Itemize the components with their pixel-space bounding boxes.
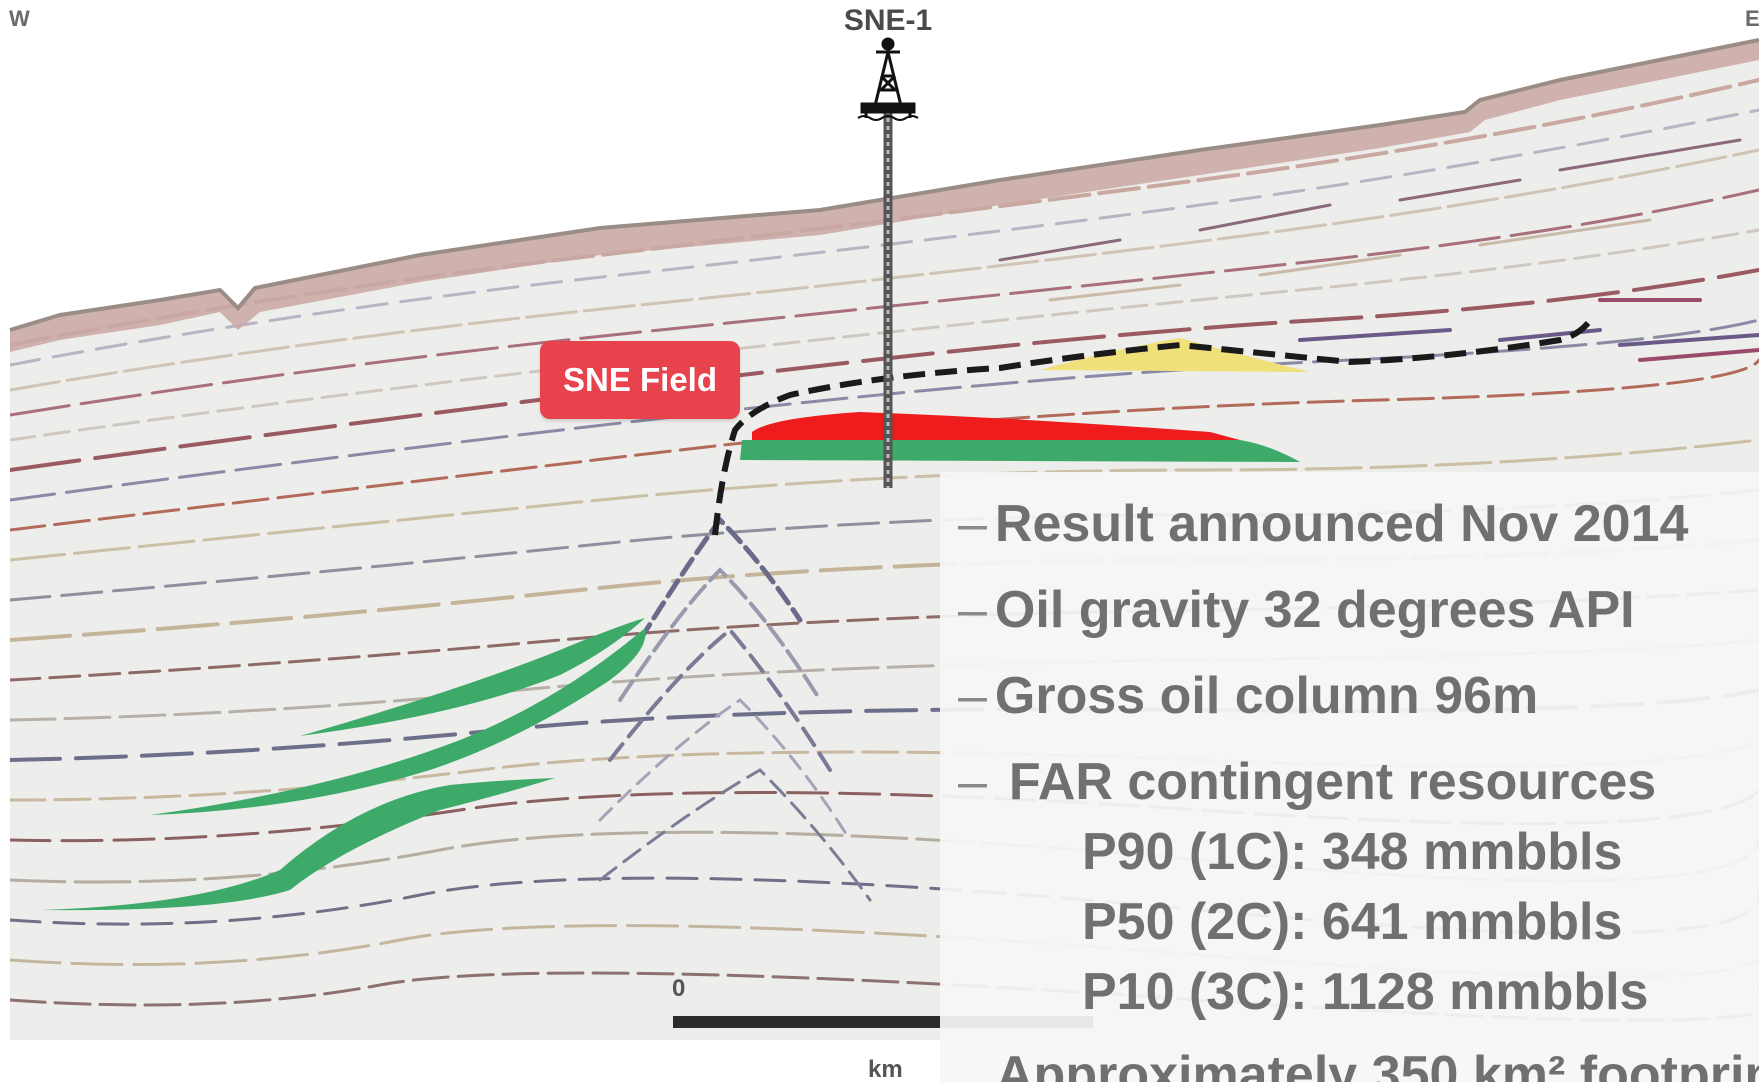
reservoir-main xyxy=(740,440,1300,462)
info-bullet-column: – Gross oil column 96m xyxy=(958,667,1539,725)
info-bullet-gravity: – Oil gravity 32 degrees API xyxy=(958,581,1635,639)
gas-cap xyxy=(1040,338,1310,372)
resource-p90: P90 (1C): 348 mmbbls xyxy=(1082,823,1623,881)
seabed-band xyxy=(10,40,1759,352)
resource-p50: P50 (2C): 641 mmbbls xyxy=(1082,893,1623,951)
reservoir-sand-upper xyxy=(300,618,645,736)
resource-p10: P10 (3C): 1128 mmbbls xyxy=(1082,963,1649,1021)
scale-unit-label: km xyxy=(868,1056,903,1083)
drilling-rig-icon xyxy=(857,37,919,121)
seabed-line xyxy=(9,38,1759,332)
field-label: SNE Field xyxy=(540,341,740,419)
trap-outline xyxy=(712,316,1595,536)
compass-east: E xyxy=(1745,6,1759,31)
scale-zero-label: 0 xyxy=(672,975,686,1002)
info-cutoff-line: Approximately 350 km² footprint xyxy=(996,1046,1759,1082)
info-bullet-resources: – FAR contingent resources xyxy=(958,753,1657,811)
info-panel: – Result announced Nov 2014 – Oil gravity … xyxy=(940,472,1759,1082)
oil-column xyxy=(752,412,1240,440)
reservoir-sand-lower xyxy=(40,778,555,911)
reservoir-sand-middle xyxy=(150,628,646,815)
info-bullet-result: – Result announced Nov 2014 xyxy=(958,495,1689,553)
well-label: SNE-1 xyxy=(843,4,933,37)
compass-west: W xyxy=(9,6,30,31)
